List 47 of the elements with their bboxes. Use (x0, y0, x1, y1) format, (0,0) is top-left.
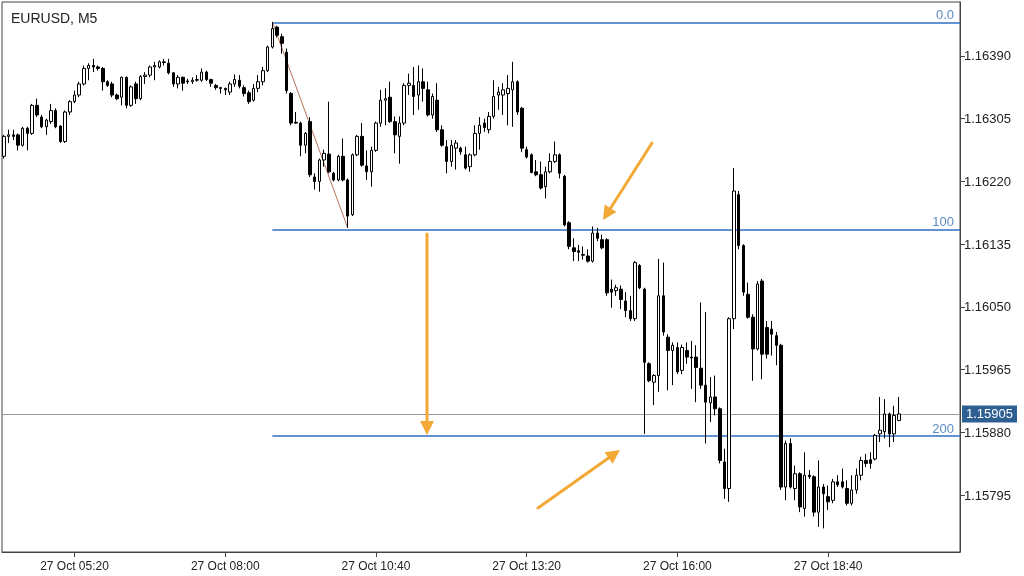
candlestick (332, 171, 335, 182)
candlestick (666, 333, 670, 391)
candlestick (285, 48, 288, 95)
candlestick (280, 33, 284, 55)
text: EURUSD, M5 (11, 10, 98, 26)
ref-line-label: 1.15905 (966, 406, 1013, 422)
candlestick (214, 83, 218, 91)
candlestick (426, 81, 430, 117)
candlestick (308, 116, 312, 178)
candlestick (313, 172, 316, 191)
x-tick-label: 27 Oct 08:00 (190, 559, 260, 573)
y-tick-label: 1.16390 (964, 48, 1011, 64)
candlestick (633, 260, 637, 322)
candlestick (445, 139, 448, 174)
annotation: 100 (932, 213, 954, 229)
x-tick-label: 27 Oct 16:00 (643, 559, 713, 573)
candlestick (596, 227, 599, 242)
candlestick (845, 479, 849, 506)
candlestick (525, 146, 528, 160)
x-tick-label: 27 Oct 05:20 (40, 559, 110, 573)
candlestick (841, 468, 844, 490)
y-tick-label: 1.15965 (964, 362, 1011, 378)
y-tick-label: 1.16135 (964, 236, 1011, 252)
y-tick-label: 1.16305 (964, 111, 1011, 127)
candlestick (167, 58, 170, 75)
candlestick (162, 58, 166, 66)
annotation: 0.0 (935, 7, 954, 23)
candlestick (822, 483, 825, 529)
candlestick (878, 396, 882, 443)
x-tick-label: 27 Oct 13:20 (492, 559, 562, 573)
candlestick (2, 134, 6, 160)
candlestick (572, 237, 576, 262)
y-tick-label: 1.16220 (964, 173, 1011, 189)
candlestick (694, 344, 698, 403)
candlestick (742, 243, 745, 297)
annotation: 200 (932, 420, 954, 436)
candlestick (624, 291, 627, 318)
y-tick-label: 1.15880 (964, 424, 1011, 440)
candlestick (40, 114, 43, 129)
candlestick (643, 287, 646, 435)
x-tick-label: 27 Oct 18:40 (793, 559, 863, 573)
candlestick (662, 262, 665, 337)
y-tick-label: 1.15795 (964, 487, 1011, 503)
x-tick-label: 27 Oct 10:40 (341, 559, 411, 573)
candlestick (454, 139, 458, 171)
candlestick (238, 74, 241, 89)
y-tick-label: 1.16050 (964, 299, 1011, 315)
